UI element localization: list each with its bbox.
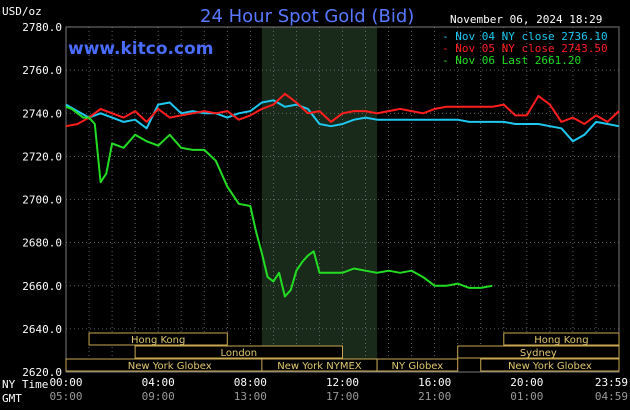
x-tick-ny: 16:00: [418, 376, 451, 389]
legend-entry-nov04: - Nov 04 NY close 2736.10: [442, 30, 608, 43]
x-tick-ny: 00:00: [49, 376, 82, 389]
gmt-label: GMT: [2, 392, 22, 405]
series-line-1: [65, 92, 620, 128]
session-label: London: [220, 348, 257, 359]
y-tick-label: 2700.0: [22, 194, 62, 207]
y-tick-label: 2680.0: [22, 237, 62, 250]
series-line-2: [65, 105, 493, 298]
session-label: New York NYMEX: [277, 361, 362, 372]
y-tick-label: 2640.0: [22, 323, 62, 336]
brand-link[interactable]: www.kitco.com: [68, 39, 213, 59]
x-tick-ny: 20:00: [510, 376, 543, 389]
session-label: NY Globex: [392, 361, 444, 372]
y-tick-label: 2720.0: [22, 150, 62, 163]
x-tick-ny: 12:00: [326, 376, 359, 389]
x-tick-ny: 08:00: [234, 376, 267, 389]
session-label: Hong Kong: [131, 335, 185, 346]
session-bar: [503, 332, 620, 346]
session-bar: [457, 345, 620, 359]
x-tick-gmt: 05:00: [49, 390, 82, 403]
x-tick-gmt: 04:59: [595, 390, 628, 403]
ny-time-label: NY Time: [2, 378, 48, 391]
session-label: New York Globex: [128, 361, 212, 372]
x-tick-ny: 23:59: [595, 376, 628, 389]
session-label: Sydney: [520, 348, 557, 359]
y-tick-label: 2780.0: [22, 21, 62, 34]
y-tick-label: 2760.0: [22, 64, 62, 77]
y-tick-label: 2740.0: [22, 107, 62, 120]
legend-entry-nov05: - Nov 05 NY close 2743.50: [442, 42, 608, 55]
session-bar: [480, 358, 620, 372]
session-bar: [376, 358, 459, 372]
legend-entry-nov06: - Nov 06 Last 2661.20: [442, 54, 581, 67]
x-tick-gmt: 21:00: [418, 390, 451, 403]
x-tick-gmt: 09:00: [142, 390, 175, 403]
x-tick-gmt: 13:00: [234, 390, 267, 403]
y-tick-label: 2620.0: [22, 366, 62, 379]
x-tick-gmt: 17:00: [326, 390, 359, 403]
series-line-0: [65, 99, 620, 143]
legend: - Nov 04 NY close 2736.10 - Nov 05 NY cl…: [442, 30, 608, 67]
chart-title: 24 Hour Spot Gold (Bid): [200, 6, 414, 27]
session-label: New York Globex: [508, 361, 592, 372]
x-tick-gmt: 01:00: [510, 390, 543, 403]
y-tick-label: 2660.0: [22, 280, 62, 293]
session-label: Hong Kong: [534, 335, 588, 346]
session-bar: [134, 345, 343, 359]
y-unit-label: USD/oz: [2, 5, 42, 18]
x-tick-ny: 04:00: [142, 376, 175, 389]
chart-timestamp: November 06, 2024 18:29: [450, 13, 602, 26]
session-bar: [88, 332, 228, 346]
